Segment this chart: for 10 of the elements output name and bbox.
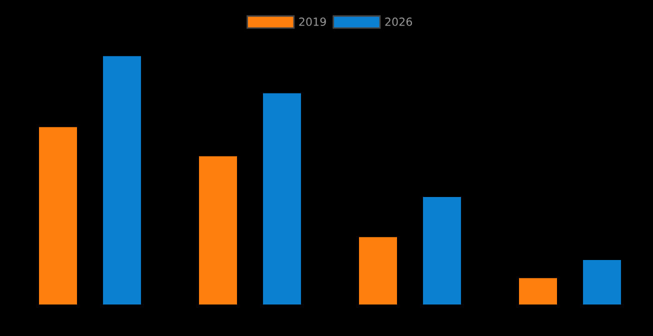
bar: [199, 156, 237, 305]
bar: [263, 93, 301, 305]
legend-label: 2019: [299, 18, 326, 26]
bar: [103, 56, 141, 305]
legend-label: 2026: [385, 18, 412, 26]
bar: [519, 278, 557, 305]
bar: [583, 260, 621, 305]
bar: [39, 127, 77, 305]
bar: [423, 197, 461, 305]
bar: [359, 237, 397, 305]
